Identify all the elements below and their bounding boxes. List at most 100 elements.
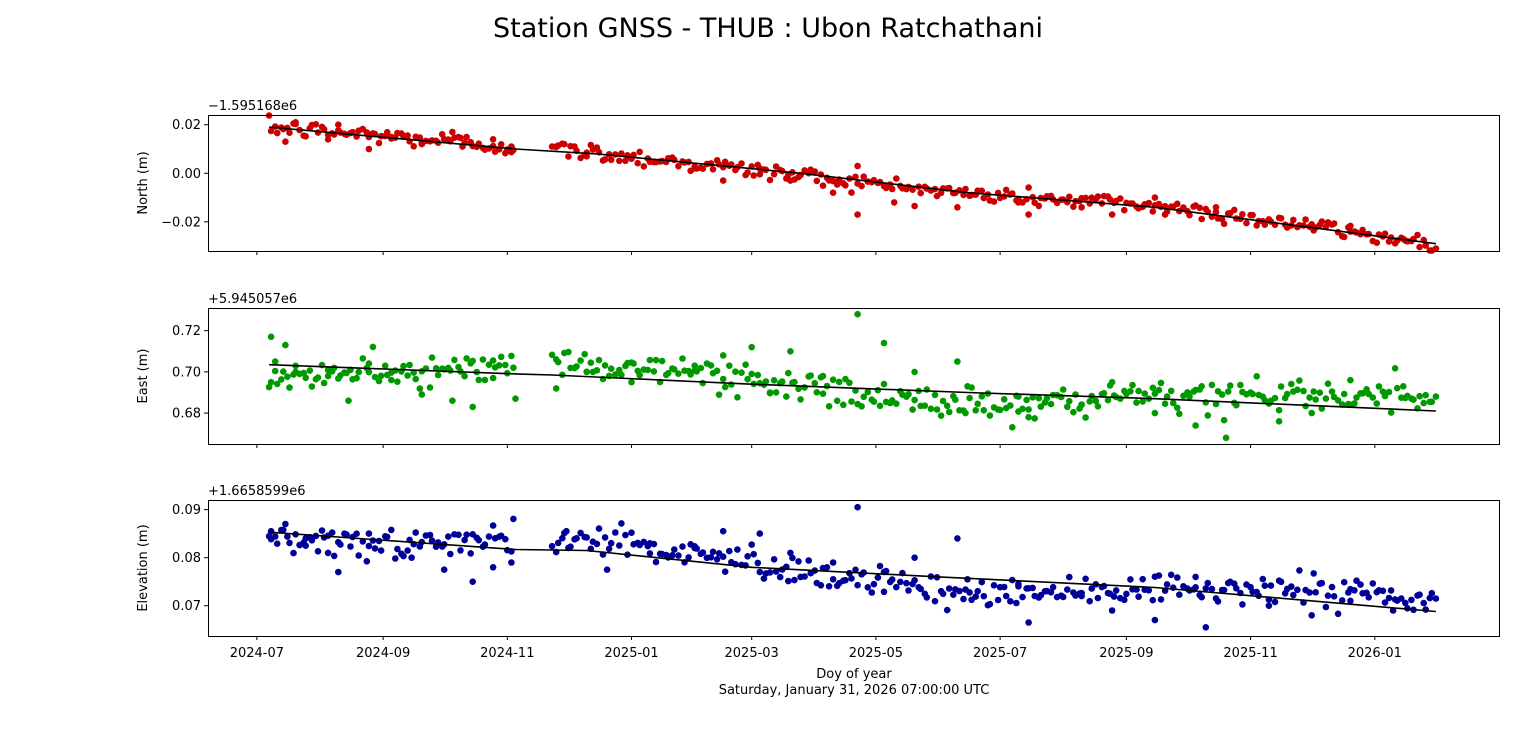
data-point <box>1294 386 1301 394</box>
data-point <box>960 595 967 603</box>
data-point <box>1121 596 1128 604</box>
data-point <box>601 534 609 541</box>
data-point <box>485 533 493 540</box>
data-point <box>1243 219 1250 227</box>
data-point <box>284 533 291 540</box>
data-point <box>685 554 692 561</box>
data-point <box>943 606 951 614</box>
data-point <box>554 358 562 366</box>
data-point <box>945 585 953 592</box>
data-point <box>1432 245 1440 252</box>
data-point <box>330 552 338 560</box>
data-point <box>646 550 654 557</box>
data-point <box>1009 424 1016 431</box>
data-point <box>1338 597 1346 604</box>
data-point <box>595 356 603 364</box>
data-point <box>888 576 896 583</box>
data-point <box>931 391 939 399</box>
data-point <box>273 540 281 547</box>
trend-line <box>269 126 1437 245</box>
data-point <box>1066 573 1073 581</box>
data-point <box>691 165 698 172</box>
data-point <box>911 554 918 561</box>
x-tick-label: 2024-07 <box>230 646 284 661</box>
x-tick-label: 2025-09 <box>1099 646 1153 661</box>
data-point <box>640 163 648 170</box>
data-point <box>489 136 497 143</box>
data-point <box>825 583 833 590</box>
data-point <box>842 576 849 584</box>
data-point <box>974 400 981 408</box>
data-point <box>1104 396 1112 404</box>
data-point <box>365 368 373 376</box>
data-point <box>1149 384 1157 392</box>
data-point <box>1261 582 1269 589</box>
data-point <box>854 503 861 511</box>
y-tick-label: 0.08 <box>172 551 201 566</box>
data-point <box>463 531 470 538</box>
data-point <box>756 171 764 178</box>
data-point <box>699 379 707 387</box>
data-point <box>1365 594 1372 601</box>
data-point <box>1288 380 1295 388</box>
data-point <box>911 368 918 376</box>
data-point <box>267 527 275 535</box>
data-point <box>1233 585 1240 592</box>
data-point <box>481 376 489 384</box>
data-point <box>1239 211 1246 218</box>
data-point <box>1043 394 1051 402</box>
data-point <box>933 406 941 413</box>
data-point <box>1373 400 1381 407</box>
data-point <box>573 363 580 370</box>
data-point <box>1086 200 1093 207</box>
data-point <box>428 354 436 361</box>
data-point <box>699 549 707 556</box>
data-point <box>394 545 401 553</box>
data-point <box>612 371 619 378</box>
data-point <box>1290 591 1297 599</box>
data-point <box>726 547 733 555</box>
data-point <box>744 169 751 176</box>
data-point <box>709 548 717 556</box>
data-point <box>622 157 629 165</box>
data-point <box>1047 589 1055 596</box>
data-point <box>897 578 904 586</box>
point-cloud <box>265 112 1436 254</box>
data-point <box>650 368 658 375</box>
data-point <box>1296 567 1303 574</box>
data-point <box>1047 400 1055 408</box>
data-point <box>467 550 475 557</box>
data-point <box>811 379 819 387</box>
data-point <box>646 356 654 364</box>
data-point <box>1064 586 1071 593</box>
data-point <box>324 136 332 143</box>
data-point <box>1334 397 1342 404</box>
data-point <box>1416 392 1423 400</box>
data-point <box>986 600 994 608</box>
data-point <box>1381 230 1389 237</box>
data-point <box>890 199 898 206</box>
data-point <box>335 568 342 576</box>
data-point <box>607 539 615 547</box>
data-point <box>750 550 757 558</box>
data-point <box>829 189 837 196</box>
data-point <box>479 356 487 363</box>
data-point <box>921 402 929 410</box>
data-point <box>1202 624 1210 631</box>
data-point <box>1310 388 1317 395</box>
point-cloud <box>265 343 1436 431</box>
data-point <box>1316 389 1324 397</box>
data-point <box>1108 211 1116 218</box>
data-point <box>1259 575 1267 583</box>
data-point <box>1288 583 1295 590</box>
data-point <box>986 412 994 419</box>
data-point <box>271 533 279 540</box>
data-point <box>290 549 297 557</box>
data-point <box>324 372 332 380</box>
data-point <box>770 377 778 384</box>
data-point <box>962 409 969 417</box>
data-point <box>1000 396 1008 403</box>
data-point <box>854 211 861 218</box>
data-point <box>1428 398 1436 406</box>
data-point <box>1330 593 1338 600</box>
